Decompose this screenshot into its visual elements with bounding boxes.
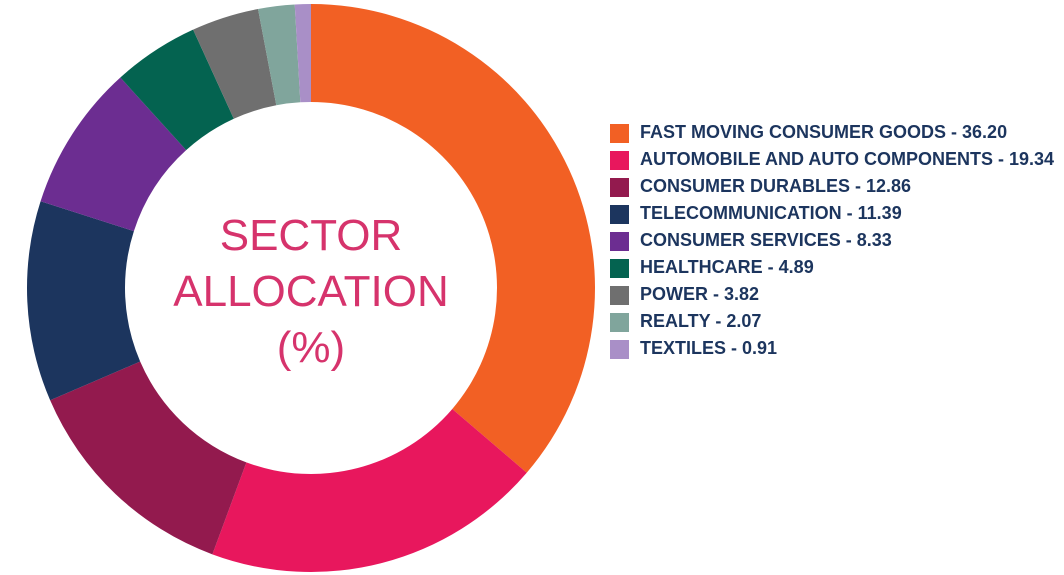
donut-slice (193, 8, 277, 119)
chart-title: SECTOR ALLOCATION (%) (173, 211, 449, 372)
legend-swatch (610, 178, 629, 197)
legend-swatch (610, 232, 629, 251)
legend-item: TELECOMMUNICATION11.39 (610, 200, 1055, 227)
legend-swatch (610, 151, 629, 170)
legend-value: 4.89 (778, 257, 814, 277)
legend-label: CONSUMER SERVICES (640, 230, 857, 250)
legend: FAST MOVING CONSUMER GOODS36.20AUTOMOBIL… (610, 119, 1055, 362)
legend-item: POWER3.82 (610, 281, 1055, 308)
donut-slice (294, 4, 311, 103)
donut-slice (120, 29, 234, 151)
legend-value: 3.82 (724, 284, 760, 304)
legend-label: FAST MOVING CONSUMER GOODS (640, 122, 962, 142)
legend-item: TEXTILES0.91 (610, 335, 1055, 362)
donut-slice (40, 77, 187, 232)
legend-swatch (610, 124, 629, 143)
legend-swatch (610, 205, 629, 224)
legend-swatch (610, 286, 629, 305)
legend-value: 19.34 (1009, 149, 1055, 169)
legend-swatch (610, 313, 629, 332)
legend-item: AUTOMOBILE AND AUTO COMPONENTS19.34 (610, 146, 1055, 173)
donut-slice (258, 4, 301, 106)
legend-value: 2.07 (726, 311, 762, 331)
donut-slice (212, 408, 527, 572)
legend-label: CONSUMER DURABLES (640, 176, 866, 196)
legend-item: CONSUMER SERVICES8.33 (610, 227, 1055, 254)
legend-value: 8.33 (856, 230, 892, 250)
legend-value: 36.20 (962, 122, 1008, 142)
donut-slice (26, 201, 141, 401)
legend-label: TEXTILES (640, 338, 742, 358)
legend-item: CONSUMER DURABLES12.86 (610, 173, 1055, 200)
legend-item: HEALTHCARE4.89 (610, 254, 1055, 281)
legend-label: POWER (640, 284, 724, 304)
legend-swatch (610, 340, 629, 359)
legend-item: REALTY2.07 (610, 308, 1055, 335)
legend-value: 11.39 (857, 203, 902, 223)
legend-item: FAST MOVING CONSUMER GOODS36.20 (610, 119, 1055, 146)
legend-label: AUTOMOBILE AND AUTO COMPONENTS (640, 149, 1009, 169)
legend-label: HEALTHCARE (640, 257, 779, 277)
legend-label: TELECOMMUNICATION (640, 203, 858, 223)
legend-value: 12.86 (866, 176, 912, 196)
legend-label: REALTY (640, 311, 726, 331)
donut-slice (311, 4, 595, 473)
legend-swatch (610, 259, 629, 278)
legend-value: 0.91 (742, 338, 778, 358)
donut-slice (50, 361, 247, 555)
